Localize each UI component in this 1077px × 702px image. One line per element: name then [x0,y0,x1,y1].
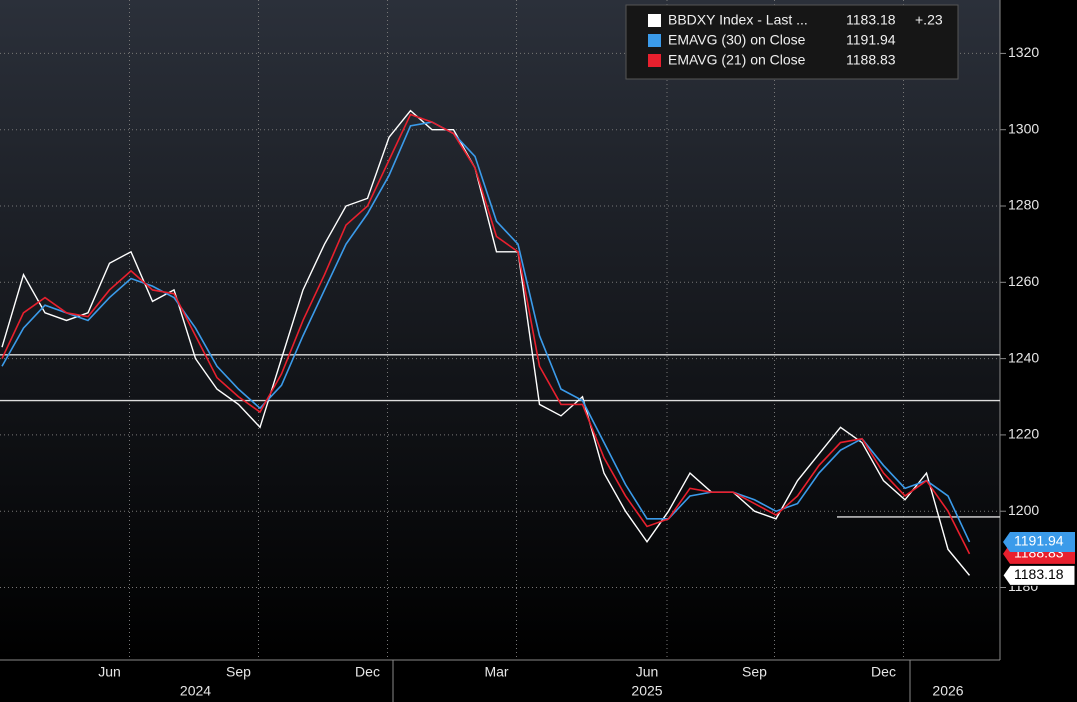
legend-swatch [648,54,661,67]
y-tick-label: 1240 [1008,349,1039,365]
x-tick-label: Sep [742,664,767,680]
value-tag-box [1002,564,1076,586]
x-tick-label: Mar [484,664,508,680]
value-tag: 1191.94 [1003,531,1075,552]
value-tag: 1183.18 [1002,564,1076,586]
legend-label: EMAVG (21) on Close [668,52,806,68]
y-tick-label: 1220 [1008,426,1039,442]
legend-label: BBDXY Index - Last ... [668,12,808,28]
legend-box [625,4,959,80]
legend-value: 1191.94 [846,32,896,48]
legend-change: +.23 [915,12,943,28]
plot-area [0,0,1000,660]
legend-value: 1188.83 [846,52,896,68]
y-tick-label: 1300 [1008,120,1039,136]
legend: BBDXY Index - Last ... 1183.18 +.23 EMAVG (… [625,4,959,80]
x-tick-label: Jun [636,664,659,680]
value-tag-label: 1191.94 [1014,533,1064,549]
x-group-label: 2025 [631,683,662,699]
y-tick-label: 1260 [1008,273,1039,289]
legend-swatch [648,34,661,47]
x-tick-label: Dec [355,664,380,680]
y-tick-label: 1320 [1008,44,1039,60]
x-tick-label: Dec [871,664,896,680]
x-tick-label: Jun [98,664,121,680]
series-line [1,109,971,576]
legend-value: 1183.18 [846,12,896,28]
value-tag-box [1003,531,1075,552]
y-tick-label: 1200 [1008,502,1039,518]
x-group-label: 2026 [932,683,963,699]
series-line [1,113,971,555]
legend-swatch [648,14,661,27]
y-tick-label: 1280 [1008,197,1039,213]
x-group-label: 2024 [180,683,211,699]
value-tag-label: 1183.18 [1014,566,1064,582]
x-tick-label: Sep [226,664,251,680]
legend-label: EMAVG (30) on Close [668,32,806,48]
